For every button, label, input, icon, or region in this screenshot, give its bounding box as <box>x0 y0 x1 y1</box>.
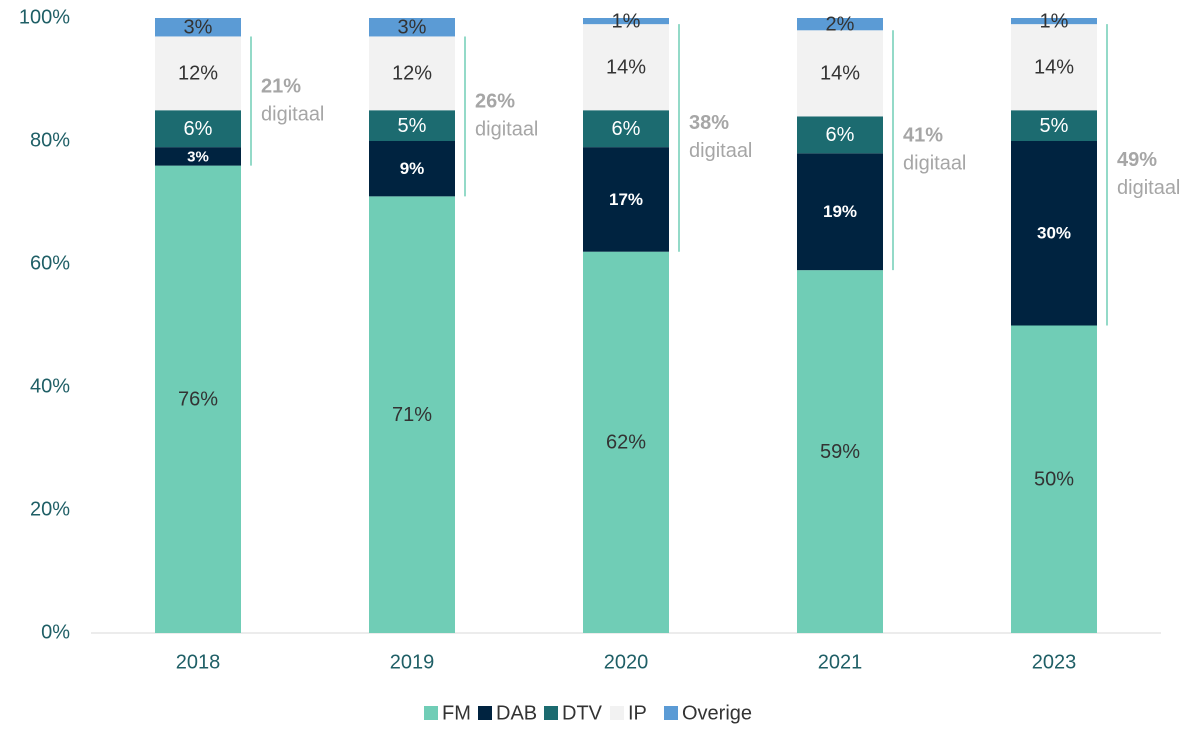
legend-label: DTV <box>562 702 603 724</box>
bar-segment <box>1011 24 1097 111</box>
legend-swatch <box>664 706 678 720</box>
bar-segment <box>583 147 669 252</box>
value-label: 30% <box>1037 224 1071 243</box>
annotation-text: digitaal <box>903 153 966 175</box>
legend-label: FM <box>442 702 471 724</box>
legend-swatch <box>544 706 558 720</box>
bar-segment <box>369 18 455 37</box>
bar-segment <box>155 36 241 111</box>
annotation-value: 26% <box>475 91 515 113</box>
value-label: 3% <box>184 17 213 39</box>
x-tick-label: 2023 <box>1032 651 1077 673</box>
bar-segment <box>1011 141 1097 326</box>
value-label: 14% <box>606 56 646 78</box>
annotation-text: digitaal <box>475 119 538 141</box>
value-label: 12% <box>392 63 432 85</box>
bar-segment <box>1011 110 1097 141</box>
bar-segment <box>797 116 883 154</box>
y-tick-label: 60% <box>30 252 70 274</box>
value-label: 1% <box>1040 10 1069 32</box>
legend-swatch <box>424 706 438 720</box>
x-tick-label: 2018 <box>176 651 221 673</box>
bar-segment <box>369 36 455 111</box>
y-tick-label: 0% <box>41 621 70 643</box>
x-tick-label: 2021 <box>818 651 863 673</box>
value-label: 2% <box>826 13 855 35</box>
bar-segment <box>155 165 241 633</box>
bar-segment <box>583 24 669 111</box>
x-tick-label: 2020 <box>604 651 649 673</box>
value-label: 50% <box>1034 469 1074 491</box>
value-label: 12% <box>178 63 218 85</box>
annotation-value: 38% <box>689 112 729 134</box>
bar-segment <box>369 196 455 633</box>
value-label: 5% <box>1040 115 1069 137</box>
annotation-text: digitaal <box>689 140 752 162</box>
bar-segment <box>583 18 669 25</box>
annotation-value: 41% <box>903 125 943 147</box>
annotation-text: digitaal <box>261 103 324 125</box>
value-label: 5% <box>398 115 427 137</box>
value-label: 1% <box>612 10 641 32</box>
annotation-text: digitaal <box>1117 177 1180 199</box>
value-label: 9% <box>400 159 425 178</box>
y-tick-label: 20% <box>30 498 70 520</box>
annotation-value: 49% <box>1117 149 1157 171</box>
legend-label: DAB <box>496 702 537 724</box>
x-tick-label: 2019 <box>390 651 435 673</box>
legend-label: IP <box>628 702 647 724</box>
value-label: 19% <box>823 202 857 221</box>
value-label: 6% <box>826 124 855 146</box>
bar-segment <box>1011 18 1097 25</box>
bar-segment <box>797 18 883 31</box>
value-label: 3% <box>187 148 209 165</box>
legend-swatch <box>610 706 624 720</box>
bar-segment <box>583 251 669 633</box>
value-label: 14% <box>1034 56 1074 78</box>
value-label: 71% <box>392 404 432 426</box>
y-tick-label: 100% <box>19 6 70 28</box>
annotation-value: 21% <box>261 75 301 97</box>
bar-segment <box>797 153 883 271</box>
value-label: 14% <box>820 63 860 85</box>
value-label: 6% <box>612 118 641 140</box>
legend-label: Overige <box>682 702 752 724</box>
bar-segment <box>155 147 241 166</box>
value-label: 17% <box>609 190 643 209</box>
value-label: 3% <box>398 17 427 39</box>
bar-segment <box>369 110 455 141</box>
bar-segment <box>1011 325 1097 633</box>
bar-segment <box>369 141 455 197</box>
bar-segment <box>583 110 669 148</box>
bar-segment <box>155 110 241 148</box>
legend-swatch <box>478 706 492 720</box>
bar-segment <box>797 30 883 117</box>
value-label: 76% <box>178 389 218 411</box>
bar-segment <box>155 18 241 37</box>
bar-segment <box>797 270 883 633</box>
y-tick-label: 40% <box>30 375 70 397</box>
value-label: 59% <box>820 441 860 463</box>
y-tick-label: 80% <box>30 129 70 151</box>
value-label: 6% <box>184 118 213 140</box>
value-label: 62% <box>606 432 646 454</box>
